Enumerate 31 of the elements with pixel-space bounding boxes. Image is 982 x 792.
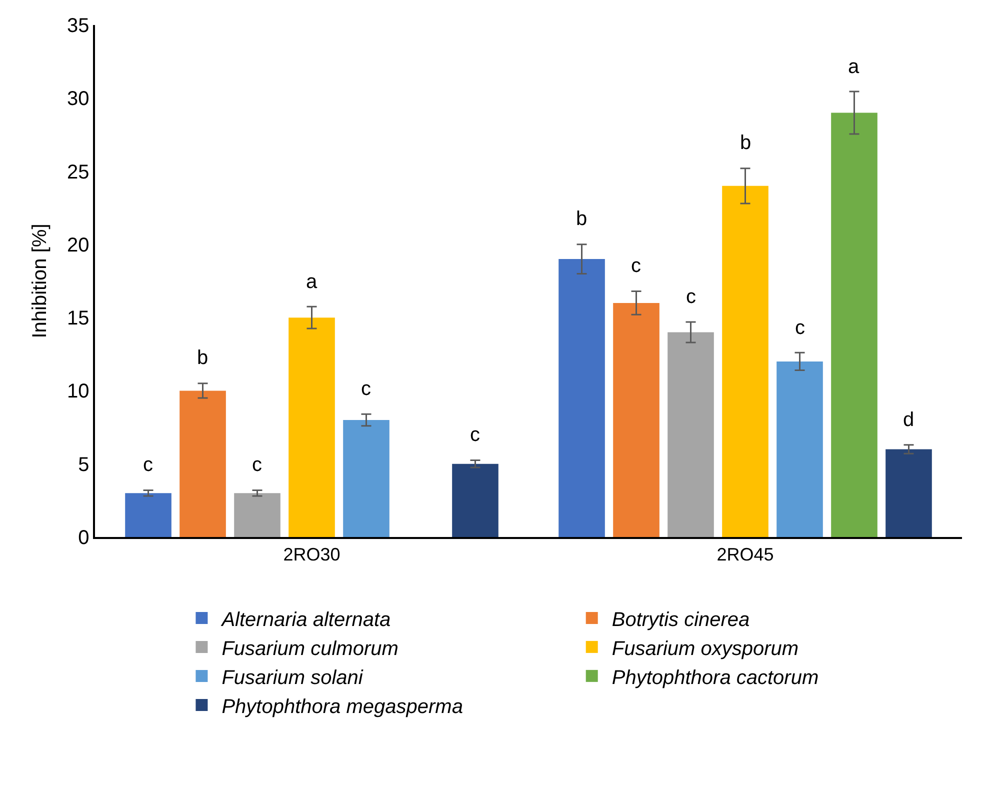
- legend-label: Botrytis cinerea: [612, 608, 750, 631]
- data-label: c: [631, 255, 641, 277]
- y-tick-label: 0: [78, 527, 90, 549]
- data-label: c: [361, 378, 371, 400]
- data-label: c: [252, 454, 262, 476]
- data-label: b: [197, 347, 208, 369]
- legend-label: Alternaria alternata: [220, 608, 391, 631]
- data-label: c: [143, 454, 153, 476]
- y-tick-label: 20: [67, 234, 90, 256]
- x-tick-label: 2RO30: [283, 544, 340, 565]
- legend-label: Phytophthora megasperma: [222, 696, 463, 718]
- data-label: b: [740, 132, 752, 154]
- data-label: a: [848, 56, 860, 78]
- data-label: c: [470, 424, 480, 446]
- data-label: c: [795, 317, 805, 339]
- y-tick-label: 30: [67, 88, 90, 110]
- y-tick-label: 35: [67, 15, 90, 37]
- data-label: a: [306, 271, 318, 293]
- data-label: d: [903, 409, 914, 431]
- data-label: c: [686, 286, 696, 308]
- x-tick-label: 2RO45: [716, 544, 774, 565]
- y-tick-label: 5: [78, 454, 90, 476]
- y-axis-title: Inhibition [%]: [29, 224, 51, 338]
- legend-label: Fusarium culmorum: [222, 638, 398, 660]
- legend-label: Phytophthora cactorum: [612, 666, 819, 689]
- data-label: b: [576, 208, 588, 230]
- legend-label: Fusarium oxysporum: [612, 638, 799, 660]
- y-tick-label: 10: [67, 380, 90, 403]
- y-tick-label: 25: [67, 161, 90, 184]
- y-tick-label: 15: [67, 308, 90, 330]
- legend-label: Fusarium solani: [222, 666, 364, 689]
